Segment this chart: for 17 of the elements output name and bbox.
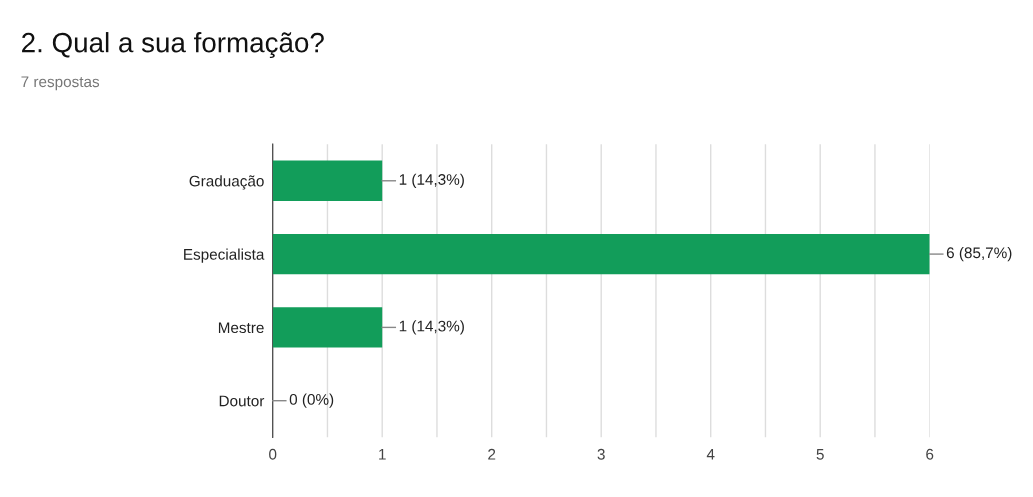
x-tick-label: 0	[269, 448, 277, 460]
x-tick-label: 4	[706, 449, 715, 460]
data-label: 6 (85,7%)	[946, 246, 1012, 262]
x-tick-label: 1	[379, 449, 386, 460]
x-tick-label: 3	[597, 448, 605, 460]
y-tick-label: Especialista	[184, 248, 265, 263]
x-tick-label: 2	[488, 448, 496, 460]
data-label: 1 (14,3%)	[399, 173, 464, 188]
x-tick-label: 6	[926, 448, 934, 460]
y-tick-label: Graduação	[189, 175, 264, 190]
y-tick-label: Doutor	[219, 395, 265, 407]
text: 7 respostas	[21, 76, 100, 91]
x-tick-label: 5	[816, 449, 824, 460]
chart-title: 2. Qual a sua formação?	[22, 32, 324, 59]
y-tick-label: Mestre	[218, 322, 264, 334]
data-label: 1 (14,3%)	[399, 320, 464, 335]
data-label: 0 (0%)	[289, 393, 334, 408]
